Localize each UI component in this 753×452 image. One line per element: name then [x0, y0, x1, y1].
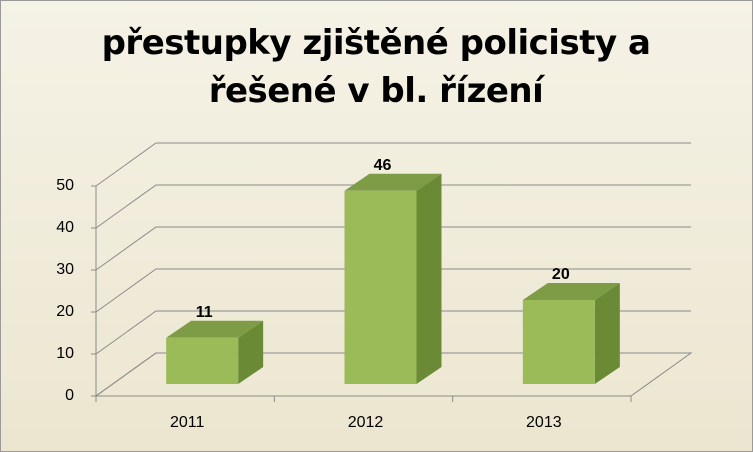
bar-side [238, 320, 264, 384]
grid-line [95, 268, 691, 313]
bar-top [166, 320, 264, 338]
y-tick-label: 20 [56, 303, 74, 320]
bar-side [594, 283, 620, 384]
bar [166, 337, 239, 384]
y-tick-label: 0 [65, 387, 74, 404]
value-label: 46 [374, 157, 392, 174]
bar [344, 190, 417, 384]
y-tick-label: 10 [56, 345, 74, 362]
y-tick-label: 50 [56, 177, 74, 194]
bar-top [344, 173, 442, 191]
chart-title: přestupky zjištěné policisty a řešené v … [101, 23, 651, 111]
bar-top [522, 283, 620, 300]
y-tick-label: 40 [56, 219, 74, 236]
grid-line [95, 184, 691, 229]
grid-line [95, 352, 691, 397]
x-tick-label: 2013 [526, 414, 562, 431]
x-tick-label: 2012 [348, 414, 384, 431]
y-tick-label: 30 [56, 261, 74, 278]
grid-line [95, 226, 691, 271]
grid-line [95, 310, 691, 355]
bar [522, 300, 595, 384]
grid-line [95, 142, 691, 187]
value-label: 11 [196, 304, 213, 321]
value-label: 20 [552, 266, 570, 283]
x-tick-label: 2011 [170, 414, 205, 431]
bar-side [416, 173, 442, 384]
